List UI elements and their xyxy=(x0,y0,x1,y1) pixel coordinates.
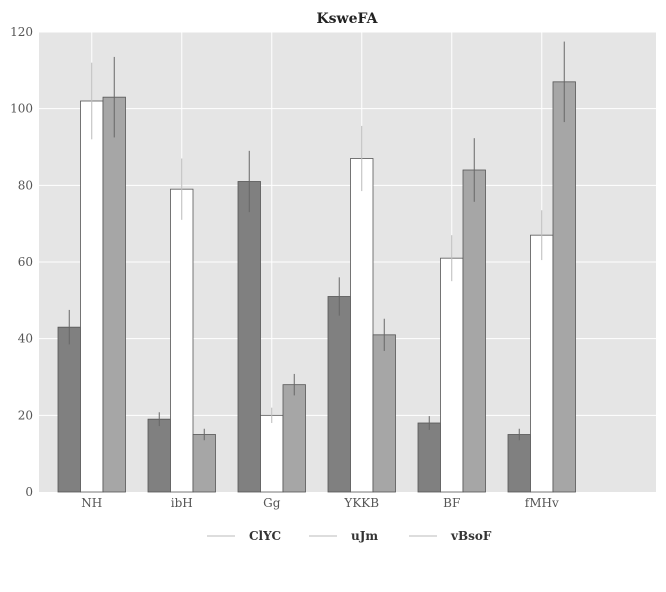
bar-clyc-ykkb xyxy=(327,296,351,493)
x-axis: NH ibH Gg YKKB BF fMHv xyxy=(81,496,559,510)
x-tick-label: NH xyxy=(81,496,102,510)
x-tick-label: Gg xyxy=(263,496,281,510)
chart-title: KsweFA xyxy=(317,11,379,27)
x-tick-label: YKKB xyxy=(343,496,379,510)
y-tick-label: 60 xyxy=(18,255,33,269)
bar-ujm-ykkb xyxy=(350,158,374,493)
y-tick-label: 100 xyxy=(10,102,33,116)
y-tick-label: 0 xyxy=(25,485,33,499)
y-tick-label: 20 xyxy=(18,408,33,422)
y-tick-label: 40 xyxy=(18,332,33,346)
legend-entry-label: ClYC xyxy=(249,529,281,543)
y-axis: 0 20 40 60 80 100 120 xyxy=(10,25,33,499)
bar-clyc-gg xyxy=(237,181,261,493)
bar-clyc-nh xyxy=(57,326,81,493)
bar-clyc-ibh xyxy=(147,418,171,493)
legend: ClYC uJm vBsoF xyxy=(207,529,492,543)
bar-ujm-fmhv xyxy=(530,234,554,493)
bar-vbsof-nh xyxy=(102,96,126,493)
bar-ujm-ibh xyxy=(170,188,194,493)
bar-vbsof-ykkb xyxy=(372,334,396,493)
bar-ujm-bf xyxy=(440,257,464,493)
bar-ujm-gg xyxy=(260,414,284,493)
bar-vbsof-gg xyxy=(282,384,306,493)
y-tick-label: 80 xyxy=(18,178,33,192)
legend-entry-label: vBsoF xyxy=(450,529,492,543)
bar-ujm-nh xyxy=(80,100,104,493)
legend-entry-label: uJm xyxy=(351,529,378,543)
bar-vbsof-ibh xyxy=(192,434,216,493)
bar-vbsof-bf xyxy=(462,169,486,493)
x-tick-label: BF xyxy=(443,496,460,510)
bar-clyc-bf xyxy=(417,422,441,493)
x-tick-label: ibH xyxy=(171,496,193,510)
bar-clyc-fmhv xyxy=(507,434,531,493)
error-bars xyxy=(68,41,565,441)
bars xyxy=(57,81,576,493)
y-tick-label: 120 xyxy=(10,25,33,39)
x-tick-label: fMHv xyxy=(525,496,559,510)
bar-vbsof-fmhv xyxy=(552,81,576,493)
